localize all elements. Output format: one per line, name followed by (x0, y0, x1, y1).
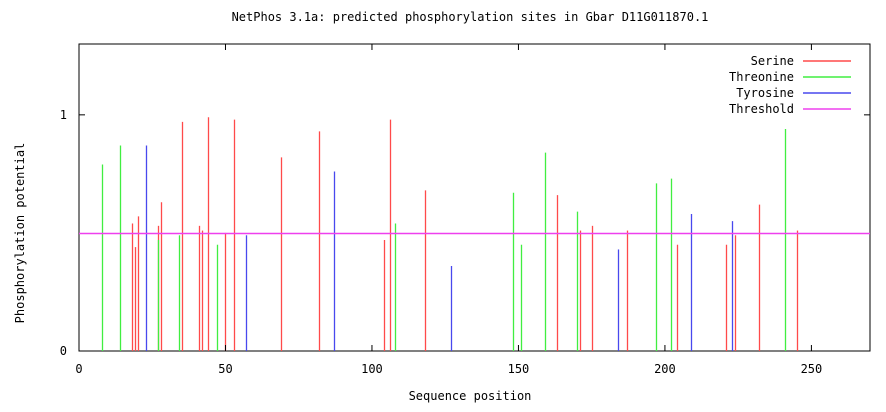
legend-label-threonine: Threonine (729, 70, 794, 84)
x-tick-label: 250 (801, 362, 823, 376)
legend-label-serine: Serine (751, 54, 794, 68)
x-tick-label: 200 (654, 362, 676, 376)
ticks-group: 0 50 100 150 200 250 0 1 (60, 44, 870, 376)
x-tick-label: 0 (75, 362, 82, 376)
plot-border (78, 43, 871, 352)
chart-title: NetPhos 3.1a: predicted phosphorylation … (232, 10, 709, 24)
legend-label-threshold: Threshold (729, 102, 794, 116)
y-tick-label: 1 (60, 108, 67, 122)
legend: Serine Threonine Tyrosine Threshold (729, 54, 851, 116)
x-tick-label: 50 (218, 362, 232, 376)
x-axis-label: Sequence position (409, 389, 532, 403)
y-axis-label: Phosphorylation potential (13, 143, 27, 324)
legend-label-tyrosine: Tyrosine (736, 86, 794, 100)
x-tick-label: 150 (508, 362, 530, 376)
x-tick-label: 100 (361, 362, 383, 376)
plot-area (78, 43, 871, 352)
y-tick-label: 0 (60, 344, 67, 358)
bars-group (79, 117, 870, 351)
